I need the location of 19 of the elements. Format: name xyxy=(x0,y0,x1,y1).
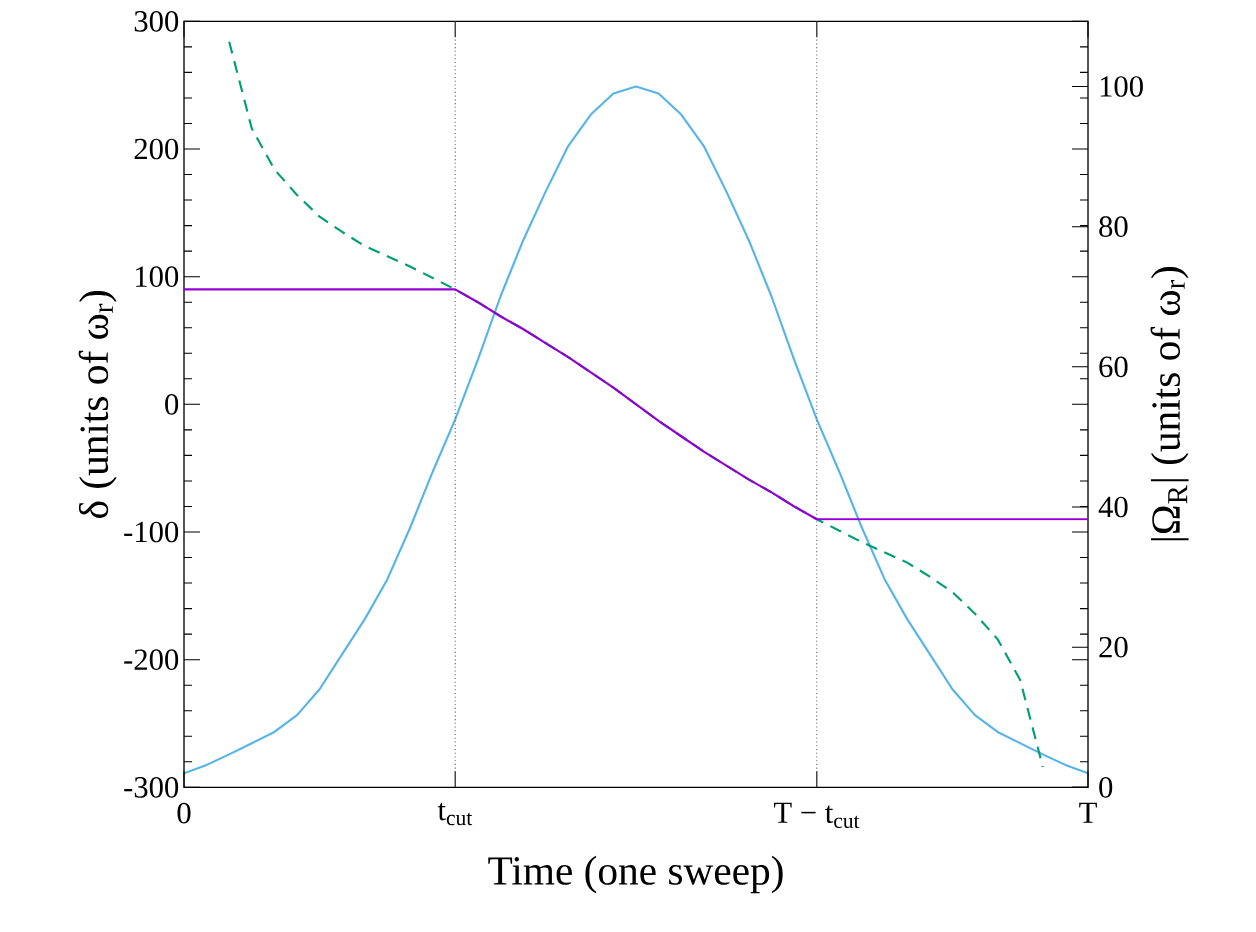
x-tick-label: T xyxy=(1079,802,1097,823)
y-tick-label: -100 xyxy=(124,521,179,543)
y-tick-label: 0 xyxy=(165,393,179,415)
y-tick-label: -300 xyxy=(124,776,179,798)
x-tick-label: t$_{cut}$ xyxy=(437,802,473,826)
y2-tick-label: 20 xyxy=(1099,636,1128,658)
y2-axis-title: |Ω$_{R}$| (units of ω$_{r}$) xyxy=(1150,267,1189,541)
y-axis-title: δ (units of ω$_{r}$) xyxy=(78,290,117,518)
y2-tick-label: 100 xyxy=(1100,76,1143,97)
x-tick-label: T − t$_{cut}$ xyxy=(773,802,860,828)
y-tick-label: 200 xyxy=(134,138,179,160)
x-axis-title: Time (one sweep) xyxy=(488,855,783,894)
y-tick-label: 300 xyxy=(134,10,179,32)
y-tick-label: -200 xyxy=(124,649,179,671)
y2-tick-label: 0 xyxy=(1099,776,1113,798)
y-tick-label: 100 xyxy=(135,266,179,288)
y2-tick-label: 60 xyxy=(1099,356,1128,378)
y2-tick-label: 40 xyxy=(1098,496,1128,518)
y2-tick-label: 80 xyxy=(1099,216,1128,238)
